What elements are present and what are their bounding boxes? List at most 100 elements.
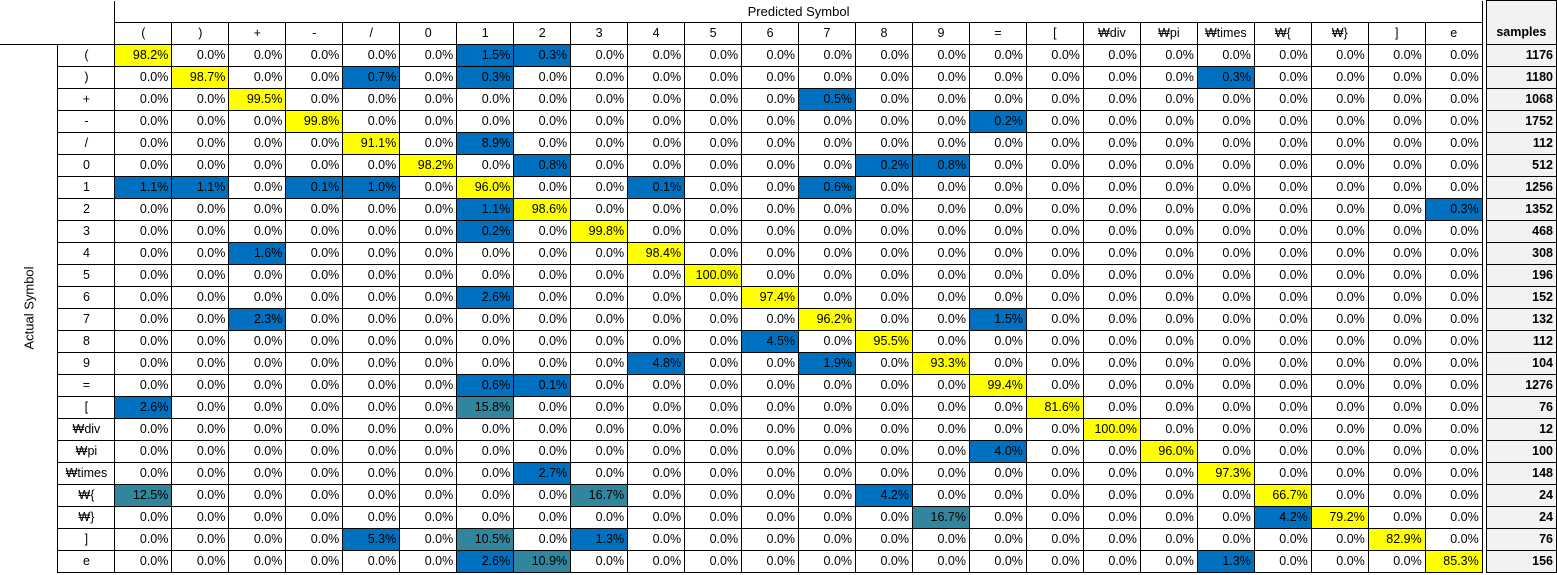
matrix-cell: 0.0% [1082,461,1141,485]
matrix-cell: 0.0% [228,505,287,529]
matrix-cell: 0.0% [114,351,173,375]
matrix-cell: 0.0% [171,527,230,551]
matrix-cell: 0.0% [1082,549,1141,573]
matrix-cell: 0.0% [342,373,401,397]
matrix-cell: 0.1% [285,175,344,199]
matrix-cell: 0.0% [1253,175,1312,199]
matrix-cell: 0.0% [1025,175,1084,199]
matrix-cell: 0.0% [911,131,970,155]
matrix-cell: 0.0% [228,197,287,221]
matrix-cell: 0.0% [1253,43,1312,67]
diagonal-cell: 100.0% [684,263,743,287]
samples-cell: 132 [1485,307,1557,331]
samples-cell: 104 [1485,351,1557,375]
matrix-cell: 0.0% [968,461,1027,485]
predicted-label: 4 [627,21,686,45]
matrix-cell: 0.0% [1310,307,1369,331]
matrix-cell: 0.0% [684,417,743,441]
matrix-row: +0.0% 0.0% 99.5% 0.0% 0.0% 0.0% 0.0% 0.0% 0.0% 0.… [0,87,1557,111]
matrix-cell: 0.0% [570,263,629,287]
matrix-cell: 0.0% [741,175,800,199]
matrix-cell: 0.0% [171,351,230,375]
samples-cell: 468 [1485,219,1557,243]
matrix-cell: 0.0% [399,417,458,441]
matrix-cell: 0.0% [114,109,173,133]
samples-cell: 1752 [1485,109,1557,133]
matrix-cell: 0.0% [1253,109,1312,133]
diagonal-cell: 100.0% [1082,417,1141,441]
matrix-cell: 0.0% [1367,131,1426,155]
matrix-cell: 0.0% [1025,329,1084,353]
matrix-cell: 0.0% [741,461,800,485]
matrix-cell: 0.0% [1424,527,1483,551]
matrix-cell: 1.3% [570,527,629,551]
matrix-cell: 0.0% [741,263,800,287]
matrix-cell: 0.0% [1310,483,1369,507]
matrix-cell: 0.0% [342,87,401,111]
matrix-cell: 0.0% [798,505,857,529]
matrix-cell: 0.0% [285,263,344,287]
diagonal-cell: 99.8% [285,109,344,133]
matrix-cell: 0.0% [399,219,458,243]
matrix-cell: 0.0% [114,439,173,463]
matrix-row: 4 0.0% 0.0% 1.6% 0.0% 0.0% 0.0% 0.0% 0.0% 0.0% 98.… [0,241,1557,265]
predicted-label: 8 [855,21,913,45]
samples-cell: 112 [1485,329,1557,353]
matrix-cell: 0.0% [342,43,401,67]
matrix-cell: 4.2% [855,483,913,507]
matrix-cell: 0.0% [1139,65,1198,89]
matrix-cell: 0.0% [1025,241,1084,265]
matrix-cell: 0.0% [627,109,686,133]
matrix-cell: 0.0% [1367,461,1426,485]
matrix-cell: 0.0% [342,109,401,133]
matrix-cell: 0.0% [1367,263,1426,287]
diagonal-cell: 85.3% [1424,549,1483,573]
matrix-cell: 1.5% [968,307,1027,331]
matrix-cell: 0.0% [1367,175,1426,199]
matrix-cell: 0.0% [456,439,515,463]
matrix-cell: 0.0% [1253,197,1312,221]
matrix-cell: 0.0% [741,373,800,397]
matrix-cell: 0.0% [1367,65,1426,89]
matrix-cell: 2.7% [513,461,572,485]
matrix-cell: 0.0% [1025,373,1084,397]
predicted-label: 9 [911,21,970,45]
matrix-cell: 0.0% [1310,351,1369,375]
matrix-row: Actual Symbol(98.2% 0.0% 0.0% 0.0% 0.0% 0.0% 1… [0,43,1557,572]
matrix-cell: 0.0% [798,65,857,89]
matrix-cell: 0.0% [684,285,743,309]
matrix-cell: 0.0% [741,307,800,331]
matrix-cell: 0.0% [171,219,230,243]
matrix-cell: 0.0% [627,285,686,309]
actual-label: 5 [57,263,116,287]
matrix-cell: 0.0% [342,153,401,177]
matrix-cell: 0.0% [1196,175,1255,199]
matrix-cell: 0.0% [1025,527,1084,551]
matrix-cell: 0.0% [171,153,230,177]
matrix-cell: 0.0% [1082,65,1141,89]
matrix-cell: 0.2% [456,219,515,243]
matrix-cell: 0.0% [911,527,970,551]
samples-cell: 512 [1485,153,1557,177]
matrix-cell: 0.0% [1082,527,1141,551]
matrix-cell: 0.0% [513,351,572,375]
actual-label: ) [57,65,116,89]
matrix-cell: 0.0% [513,87,572,111]
matrix-cell: 0.0% [911,263,970,287]
matrix-row: ₩div 0.0% 0.0% 0.0% 0.0% 0.0% 0.0% 0.0% 0.0% 0.0%… [0,417,1557,441]
matrix-row: ₩pi 0.0% 0.0% 0.0% 0.0% 0.0% 0.0% 0.0% 0.0% 0.0% 0… [0,439,1557,463]
matrix-cell: 4.2% [1253,505,1312,529]
matrix-cell: 0.0% [114,505,173,529]
matrix-cell: 0.0% [1310,241,1369,265]
matrix-cell: 0.0% [285,43,344,67]
matrix-cell: 0.0% [798,417,857,441]
matrix-cell: 0.0% [1025,417,1084,441]
matrix-cell: 0.0% [399,505,458,529]
matrix-cell: 0.1% [513,373,572,397]
matrix-cell: 0.0% [399,263,458,287]
matrix-cell: 0.0% [968,43,1027,67]
diagonal-cell: 96.0% [1139,439,1198,463]
matrix-cell: 0.0% [342,505,401,529]
matrix-cell: 0.0% [513,109,572,133]
